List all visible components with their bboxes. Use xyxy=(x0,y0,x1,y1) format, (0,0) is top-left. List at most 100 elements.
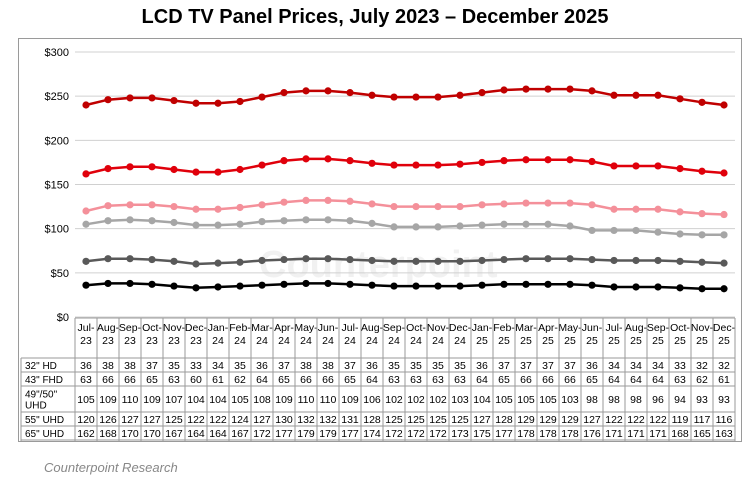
data-point xyxy=(456,282,464,290)
data-point xyxy=(170,165,178,174)
data-point xyxy=(192,260,200,268)
series-line xyxy=(85,157,725,176)
table-value: 178 xyxy=(561,428,579,440)
table-value: 105 xyxy=(231,394,249,406)
data-point xyxy=(390,93,398,101)
table-value: 34 xyxy=(630,360,642,372)
x-tick-label: 24 xyxy=(344,335,356,347)
table-value: 164 xyxy=(209,428,227,440)
x-tick-label: Dec- xyxy=(713,322,736,334)
data-point xyxy=(346,89,354,97)
x-tick-label: Jun- xyxy=(318,322,339,334)
x-tick-label: 23 xyxy=(102,335,114,347)
data-point xyxy=(544,199,552,207)
x-tick-label: Jan- xyxy=(208,322,229,334)
data-point xyxy=(104,217,112,225)
data-point xyxy=(588,201,596,209)
table-value: 64 xyxy=(608,374,620,386)
table-value: 125 xyxy=(385,414,403,426)
data-point xyxy=(390,282,398,290)
table-value: 35 xyxy=(168,360,180,372)
data-point xyxy=(720,231,728,239)
data-point xyxy=(368,256,376,265)
data-point xyxy=(192,99,200,107)
table-value: 66 xyxy=(564,374,576,386)
table-value: 125 xyxy=(165,414,183,426)
data-point xyxy=(324,279,332,288)
table-value: 163 xyxy=(715,428,733,440)
data-point xyxy=(412,202,420,211)
x-tick-label: Apr- xyxy=(538,322,558,334)
x-tick-label: 25 xyxy=(520,335,532,347)
table-value: 128 xyxy=(495,414,513,426)
data-point xyxy=(544,280,552,288)
table-value: 103 xyxy=(451,394,469,406)
data-point xyxy=(588,281,596,289)
table-value: 168 xyxy=(99,428,117,440)
data-point xyxy=(170,257,178,265)
table-value: 109 xyxy=(341,394,359,406)
data-point xyxy=(434,223,442,231)
data-point xyxy=(302,155,310,163)
table-value: 176 xyxy=(583,428,601,440)
data-point xyxy=(654,162,662,170)
data-point xyxy=(192,221,200,229)
data-point xyxy=(610,226,618,235)
x-tick-label: Jul- xyxy=(78,322,95,334)
data-point xyxy=(654,205,662,213)
x-tick-label: May- xyxy=(558,322,582,334)
x-tick-label: May- xyxy=(294,322,318,334)
table-value: 179 xyxy=(319,428,337,440)
x-tick-label: Jun- xyxy=(582,322,603,334)
data-point xyxy=(544,220,552,228)
data-point xyxy=(522,280,530,288)
data-point xyxy=(566,156,574,164)
series-line xyxy=(85,87,725,107)
x-tick-label: 25 xyxy=(542,335,554,347)
data-point xyxy=(368,159,376,167)
table-value: 36 xyxy=(80,360,92,372)
table-value: 65 xyxy=(344,374,356,386)
table-value: 62 xyxy=(234,374,246,386)
table-value: 37 xyxy=(278,360,290,372)
data-point xyxy=(434,161,442,169)
data-point xyxy=(478,89,486,97)
table-value: 172 xyxy=(253,428,271,440)
x-tick-label: 25 xyxy=(630,335,642,347)
x-tick-label: 25 xyxy=(498,335,510,347)
data-point xyxy=(148,255,156,264)
data-point xyxy=(368,200,376,208)
data-point xyxy=(544,255,552,263)
table-value: 37 xyxy=(520,360,532,372)
x-tick-label: Jan- xyxy=(472,322,493,334)
data-point xyxy=(522,199,530,207)
table-value: 36 xyxy=(476,360,488,372)
table-value: 102 xyxy=(385,394,403,406)
x-tick-label: Dec- xyxy=(185,322,208,334)
table-value: 177 xyxy=(495,428,513,440)
table-value: 110 xyxy=(320,394,337,406)
table-value: 172 xyxy=(407,428,425,440)
table-value: 122 xyxy=(605,414,623,426)
data-point xyxy=(390,202,398,211)
x-tick-label: Sep- xyxy=(647,322,670,334)
data-point xyxy=(500,86,508,94)
data-point xyxy=(170,282,178,290)
data-point xyxy=(588,226,596,235)
x-tick-label: Mar- xyxy=(515,322,537,334)
data-point xyxy=(412,223,420,231)
table-value: 122 xyxy=(209,414,227,426)
table-value: 104 xyxy=(187,394,205,406)
x-tick-label: Jul- xyxy=(606,322,623,334)
data-point xyxy=(544,156,552,164)
data-point xyxy=(500,255,508,264)
data-point xyxy=(104,165,112,173)
table-value: 64 xyxy=(630,374,642,386)
data-point xyxy=(236,203,244,212)
x-tick-label: 24 xyxy=(432,335,444,347)
data-point xyxy=(654,256,662,265)
data-point xyxy=(258,201,266,209)
data-point xyxy=(478,221,486,229)
x-tick-label: Mar- xyxy=(251,322,273,334)
data-point xyxy=(214,205,222,213)
